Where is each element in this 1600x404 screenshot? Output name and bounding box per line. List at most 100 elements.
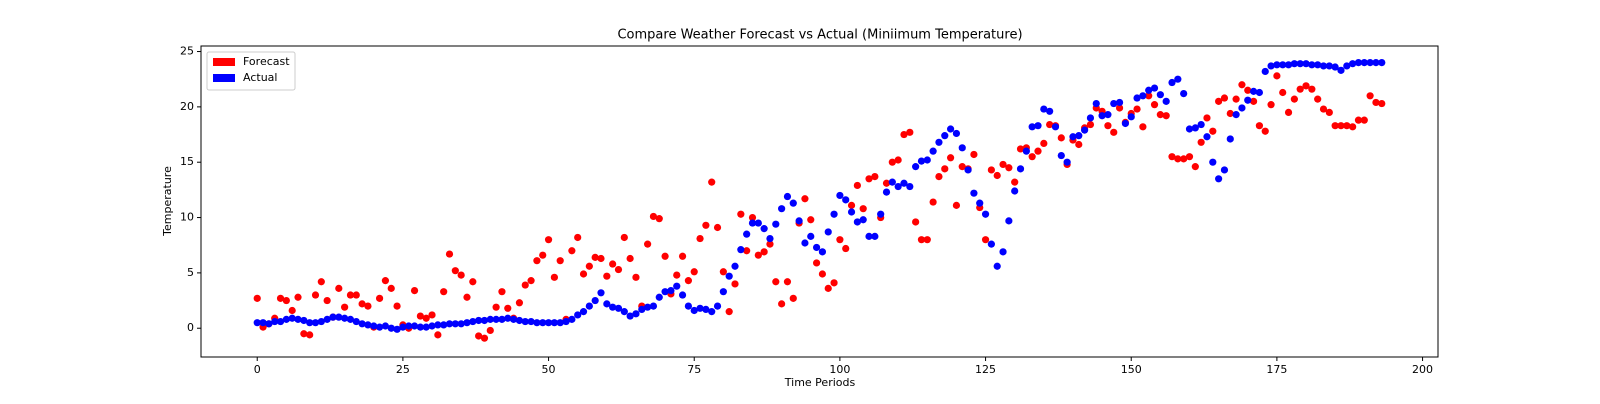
point <box>346 291 355 299</box>
point <box>1378 99 1386 108</box>
point <box>632 273 640 281</box>
point <box>271 317 279 326</box>
point <box>748 213 757 222</box>
point <box>1168 153 1176 161</box>
point <box>1092 99 1100 108</box>
point <box>335 284 343 292</box>
point <box>859 216 867 224</box>
point <box>1127 113 1135 121</box>
point <box>981 236 990 244</box>
point <box>1238 81 1246 89</box>
point <box>1115 104 1124 112</box>
point <box>906 182 914 191</box>
x-tick-label: 25 <box>396 363 410 376</box>
point <box>498 288 506 296</box>
point <box>1139 123 1147 131</box>
point <box>492 303 500 311</box>
point <box>515 299 524 307</box>
point <box>591 253 599 261</box>
point <box>294 315 302 323</box>
point <box>1302 82 1310 90</box>
x-tick-label: 75 <box>687 363 701 376</box>
point <box>801 195 809 203</box>
point <box>655 215 663 223</box>
point <box>422 314 430 322</box>
point <box>626 312 634 320</box>
point <box>760 248 768 256</box>
legend-label: Actual <box>243 71 277 84</box>
point <box>1051 123 1060 131</box>
point <box>743 230 751 238</box>
point <box>1145 86 1153 94</box>
point <box>434 331 442 339</box>
point <box>1378 59 1386 67</box>
point <box>352 317 360 326</box>
point <box>1238 104 1246 112</box>
point <box>1308 61 1316 69</box>
point <box>311 319 320 327</box>
point <box>457 271 465 279</box>
point <box>1011 187 1019 195</box>
point <box>463 319 471 327</box>
point <box>719 288 727 296</box>
point <box>719 268 727 276</box>
point <box>1197 138 1205 146</box>
point <box>1279 88 1287 97</box>
point <box>475 316 483 325</box>
point <box>1372 59 1380 67</box>
point <box>317 317 325 326</box>
point <box>1366 59 1374 67</box>
point <box>836 236 844 244</box>
point <box>544 319 553 327</box>
point <box>375 294 384 302</box>
point <box>737 246 745 254</box>
x-axis-label: Time Periods <box>784 376 856 389</box>
point <box>323 315 331 323</box>
point <box>1284 108 1293 117</box>
y-tick-label: 20 <box>180 100 194 113</box>
point <box>842 244 850 253</box>
point <box>556 257 564 265</box>
point <box>1215 175 1223 183</box>
point <box>1215 97 1223 105</box>
point <box>1115 98 1124 107</box>
point <box>393 302 401 310</box>
point <box>276 317 285 326</box>
point <box>1011 178 1019 186</box>
point <box>1028 153 1036 161</box>
point <box>673 282 681 290</box>
point <box>754 219 762 227</box>
point <box>667 286 675 295</box>
point <box>387 284 395 292</box>
point <box>1075 132 1083 140</box>
point <box>690 306 698 315</box>
point <box>702 305 710 314</box>
point <box>603 272 611 280</box>
point <box>405 322 413 330</box>
point <box>1302 60 1310 68</box>
point <box>830 279 838 287</box>
point <box>1249 87 1258 95</box>
point <box>1016 145 1025 153</box>
point <box>713 302 722 310</box>
point <box>766 240 774 248</box>
point <box>1331 63 1339 71</box>
point <box>1232 95 1240 103</box>
point <box>504 314 512 322</box>
point <box>987 166 995 174</box>
point <box>609 260 617 268</box>
point <box>1156 91 1164 99</box>
point <box>550 273 558 281</box>
point <box>702 221 710 229</box>
point <box>1086 120 1095 129</box>
point <box>888 158 896 166</box>
point <box>544 236 553 244</box>
point <box>521 281 529 289</box>
point <box>597 254 605 263</box>
point <box>743 247 751 255</box>
y-axis-label: Temperature <box>161 166 174 237</box>
point <box>772 278 780 286</box>
point <box>842 196 850 204</box>
point <box>696 234 704 243</box>
